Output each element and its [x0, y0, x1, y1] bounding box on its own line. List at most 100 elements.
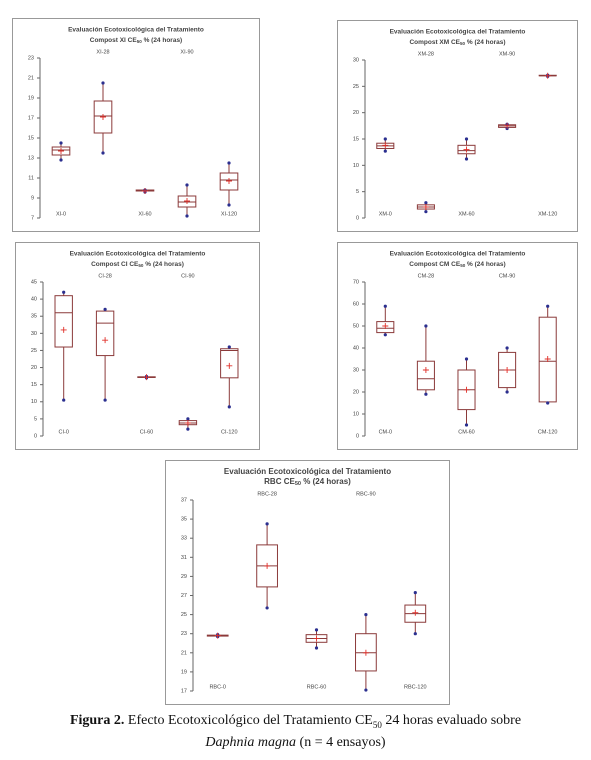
extreme-marker	[265, 606, 269, 610]
mean-marker	[142, 188, 148, 194]
subtitle-part: % (24 horas)	[301, 477, 351, 486]
y-tick-label: 19	[181, 669, 187, 675]
extreme-marker	[314, 646, 319, 650]
extreme-marker	[424, 201, 428, 205]
mean-marker	[226, 178, 232, 184]
chart-subtitle: Compost CI CE50 % (24 horas)	[91, 261, 184, 268]
subtitle-part: % (24 horas)	[142, 37, 182, 44]
y-tick-label: 35	[31, 314, 37, 320]
y-tick-label: 17	[28, 115, 34, 121]
mean-marker	[226, 362, 233, 369]
category-label: CI-120	[221, 429, 238, 435]
subtitle-part: Compost XM CE	[409, 39, 460, 46]
chart-subtitle: Compost CM CE50 % (24 horas)	[409, 261, 505, 268]
y-tick-label: 29	[181, 574, 187, 580]
extreme-marker	[185, 183, 189, 187]
extreme-marker	[364, 613, 368, 617]
category-label: XI-0	[56, 211, 66, 217]
y-tick-label: 70	[353, 279, 359, 285]
y-tick-label: 27	[181, 593, 187, 599]
panel-border	[337, 242, 578, 450]
chart-subtitle: RBC CE50 % (24 horas)	[264, 477, 351, 487]
y-tick-label: 35	[181, 517, 187, 523]
chart-title: Evaluación Ecotoxicológica del Tratamien…	[70, 251, 206, 258]
mean-marker	[504, 122, 511, 129]
extreme-marker	[546, 304, 550, 308]
y-tick-label: 20	[353, 389, 359, 395]
caption-text: 24 horas evaluado sobre	[381, 713, 522, 728]
mean-marker	[544, 356, 551, 362]
y-tick-label: 15	[28, 135, 34, 141]
y-tick-label: 21	[181, 650, 187, 656]
extreme-marker	[227, 203, 231, 207]
category-label: XI-28	[96, 49, 109, 55]
extreme-marker	[424, 392, 428, 396]
chart-title: Evaluación Ecotoxicológica del Tratamien…	[224, 467, 391, 476]
extreme-marker	[103, 398, 107, 402]
category-label: XM-0	[379, 211, 392, 217]
extreme-marker	[424, 324, 428, 328]
category-label: XM-90	[499, 51, 515, 57]
extreme-marker	[186, 417, 190, 421]
extreme-marker	[186, 427, 190, 431]
chart-title: Evaluación Ecotoxicológica del Tratamien…	[390, 29, 526, 36]
extreme-marker	[464, 357, 469, 361]
y-tick-label: 31	[181, 555, 187, 561]
extreme-marker	[62, 398, 66, 402]
y-tick-label: 23	[181, 631, 187, 637]
category-label: XI-60	[138, 211, 151, 217]
extreme-marker	[364, 688, 368, 692]
extreme-marker	[424, 210, 428, 214]
y-tick-label: 5	[356, 189, 359, 195]
subtitle-part: % (24 horas)	[465, 261, 505, 268]
mean-marker	[544, 72, 551, 79]
mean-marker	[463, 386, 470, 393]
y-tick-label: 45	[31, 279, 37, 285]
extreme-marker	[227, 161, 231, 165]
y-tick-label: 33	[181, 536, 187, 542]
subtitle-part: Compost CM CE	[409, 261, 461, 268]
mean-marker	[382, 142, 389, 149]
y-tick-label: 20	[353, 110, 359, 116]
extreme-marker	[383, 137, 387, 141]
category-label: CM-28	[418, 273, 435, 279]
extreme-marker	[227, 405, 231, 409]
subtitle-part: Compost XI CE	[90, 37, 138, 44]
y-tick-label: 30	[353, 57, 359, 63]
extreme-marker	[546, 401, 550, 405]
panel-border	[165, 460, 450, 705]
mean-marker	[463, 146, 470, 153]
y-tick-label: 40	[353, 345, 359, 351]
y-tick-label: 9	[31, 195, 34, 201]
chart-title: Evaluación Ecotoxicológica del Tratamien…	[68, 27, 204, 34]
extreme-marker	[383, 149, 387, 153]
extreme-marker	[383, 333, 387, 337]
subtitle-part: % (24 horas)	[465, 39, 505, 46]
subtitle-part: 50	[295, 481, 301, 487]
caption-species: Daphnia magna	[205, 734, 297, 750]
figure-caption: Figura 2. Efecto Ecotoxicológico del Tra…	[0, 712, 591, 752]
mean-marker	[184, 198, 190, 204]
y-tick-label: 0	[356, 215, 359, 221]
y-tick-label: 40	[31, 297, 37, 303]
y-tick-label: 25	[181, 612, 187, 618]
y-tick-label: 15	[31, 382, 37, 388]
chart-title: Evaluación Ecotoxicológica del Tratamien…	[390, 251, 526, 258]
y-tick-label: 30	[353, 367, 359, 373]
mean-marker	[102, 337, 109, 344]
mean-marker	[412, 609, 419, 616]
y-tick-label: 30	[31, 331, 37, 337]
caption-text: Efecto Ecotoxicológico del Tratamiento C…	[127, 713, 373, 728]
category-label: RBC-90	[356, 491, 376, 497]
mean-marker	[422, 367, 429, 373]
category-label: XI-90	[180, 49, 193, 55]
category-label: CM-120	[538, 429, 558, 435]
category-label: XI-120	[221, 211, 237, 217]
subtitle-part: RBC CE	[264, 477, 295, 486]
chart-panel: Evaluación Ecotoxicológica del Tratamien…	[165, 460, 450, 705]
y-tick-label: 21	[28, 75, 34, 81]
extreme-marker	[103, 307, 107, 311]
extreme-marker	[101, 151, 105, 155]
category-label: CI-0	[59, 429, 69, 435]
mean-marker	[264, 562, 271, 569]
